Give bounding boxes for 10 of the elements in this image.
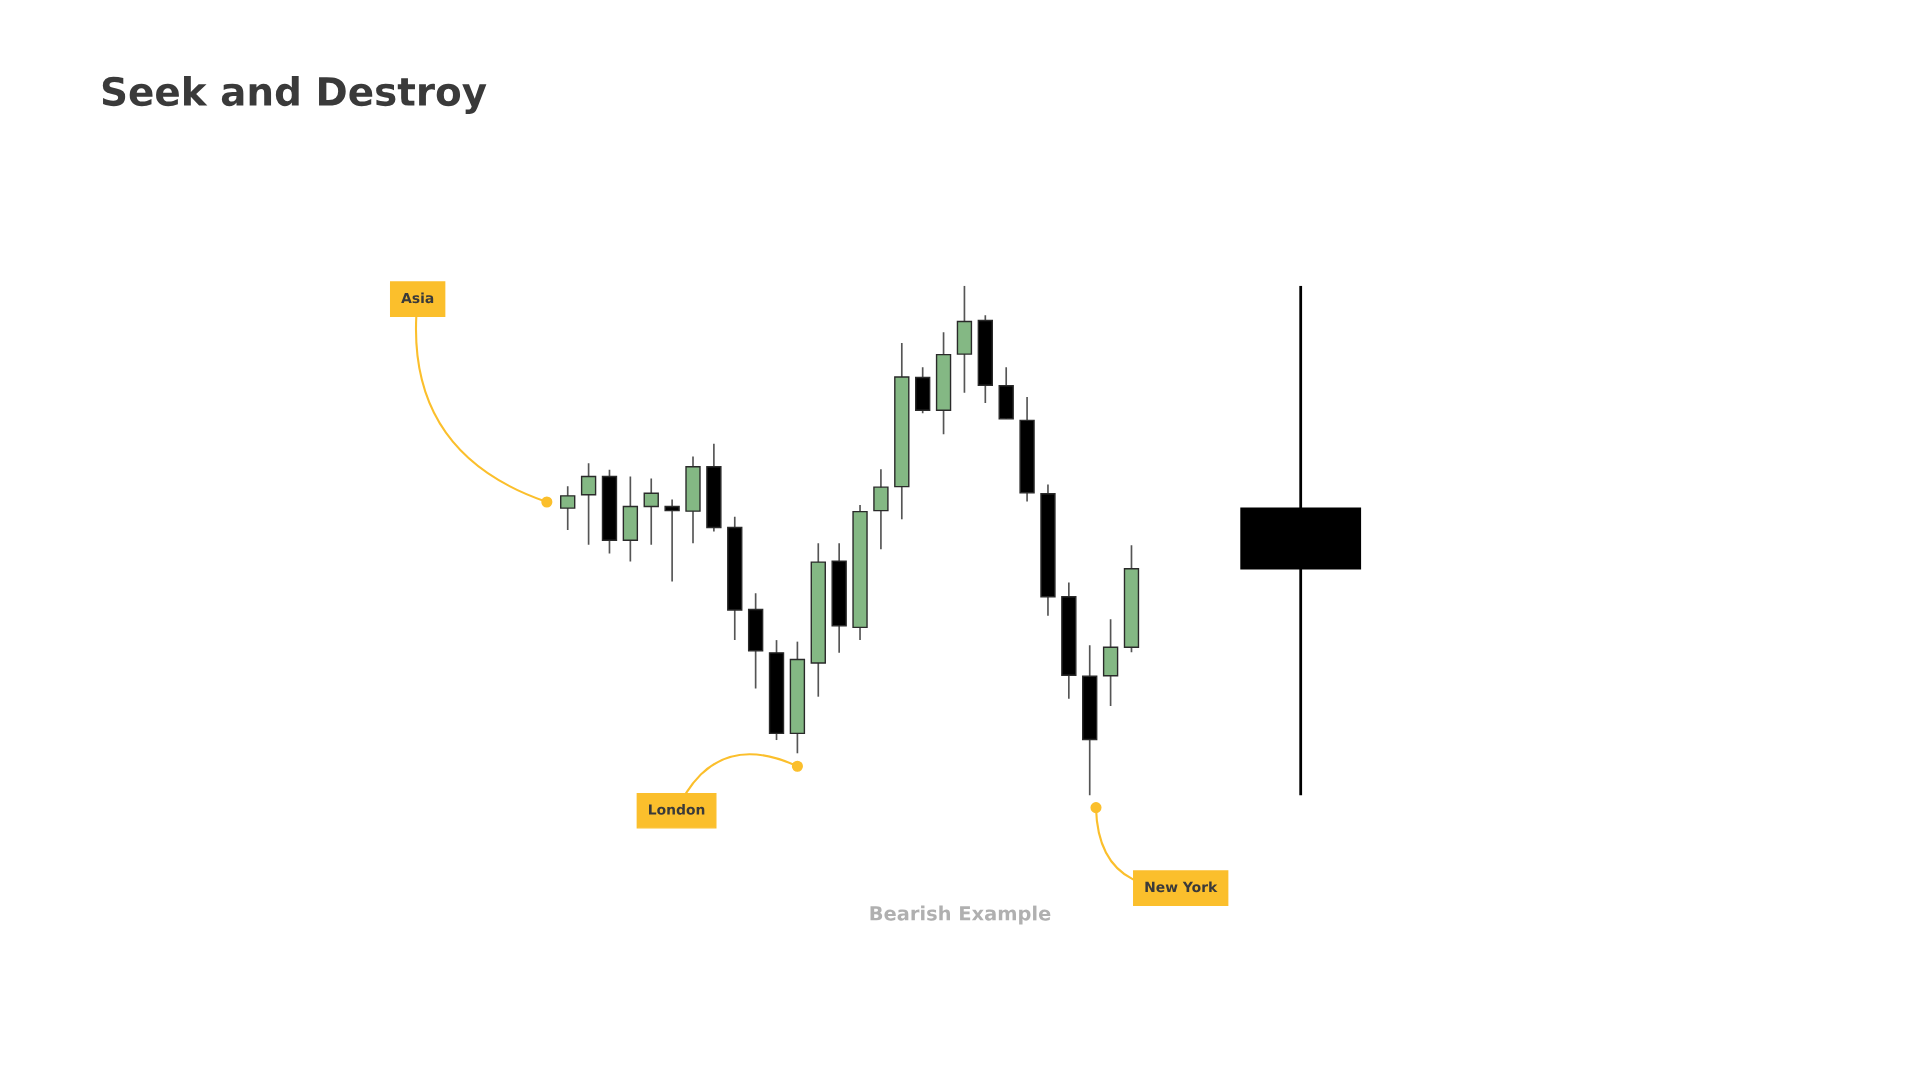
text: London <box>649 804 705 815</box>
text: Asia <box>401 292 434 304</box>
candlestick <box>580 462 597 546</box>
text: New York <box>1145 881 1218 893</box>
chart-title: Seek and Destroy <box>102 76 487 114</box>
candlestick <box>643 477 659 546</box>
candlestick <box>560 485 576 531</box>
text: Bearish Example <box>870 905 1051 925</box>
candlestick <box>873 468 889 551</box>
candlestick <box>664 498 680 583</box>
